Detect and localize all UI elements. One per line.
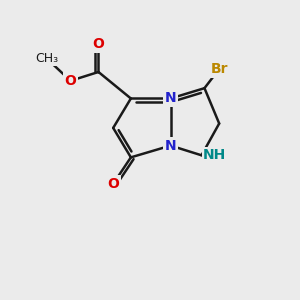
Text: NH: NH (203, 148, 226, 162)
Text: O: O (92, 37, 104, 51)
Text: Br: Br (210, 62, 228, 76)
Text: O: O (64, 74, 76, 88)
Text: O: O (107, 177, 119, 191)
Text: N: N (165, 92, 176, 106)
Text: CH₃: CH₃ (35, 52, 58, 65)
Text: N: N (165, 139, 176, 153)
